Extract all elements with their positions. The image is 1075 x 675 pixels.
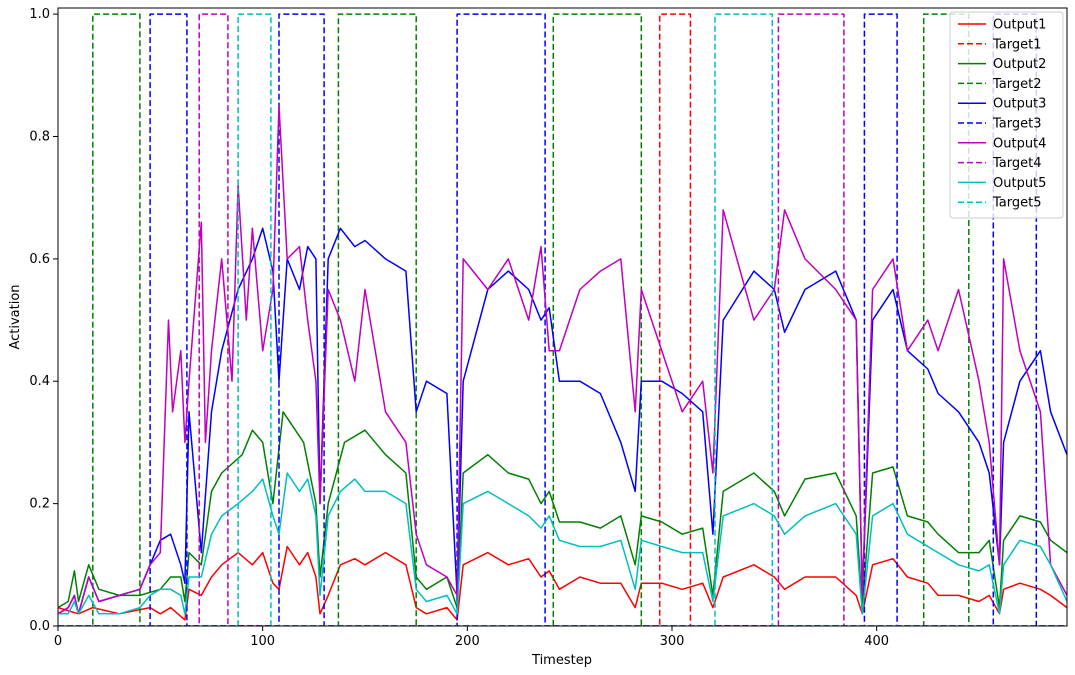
x-tick-label: 300 bbox=[660, 634, 685, 649]
legend-label-output3: Output3 bbox=[993, 97, 1046, 112]
legend-label-target1: Target1 bbox=[992, 37, 1042, 52]
y-tick-label: 0.8 bbox=[29, 129, 50, 144]
legend-label-output1: Output1 bbox=[993, 18, 1046, 33]
legend-label-target3: Target3 bbox=[992, 117, 1042, 132]
legend-label-target4: Target4 bbox=[992, 156, 1042, 171]
x-tick-label: 100 bbox=[250, 634, 275, 649]
x-axis: 0 100 200 300 400 bbox=[54, 626, 889, 649]
series-line-output4 bbox=[58, 105, 1067, 615]
series-line-target2 bbox=[58, 13, 1067, 626]
y-tick-label: 1.0 bbox=[29, 7, 50, 22]
x-axis-label: Timestep bbox=[531, 653, 592, 668]
legend: Output1 Target1 Output2 Target2 Output3 Targe… bbox=[949, 11, 1064, 219]
plot-frame bbox=[57, 7, 1068, 627]
plot-area bbox=[58, 13, 1067, 626]
y-axis-label: Activation bbox=[8, 284, 23, 349]
y-tick-label: 0.4 bbox=[29, 374, 50, 389]
legend-label-output4: Output4 bbox=[993, 136, 1046, 151]
y-tick-label: 0.0 bbox=[29, 619, 50, 634]
legend-label-output2: Output2 bbox=[993, 57, 1046, 72]
y-tick-label: 0.2 bbox=[29, 497, 50, 512]
x-tick-label: 400 bbox=[864, 634, 889, 649]
legend-label-output5: Output5 bbox=[993, 176, 1046, 191]
series-line-target5 bbox=[58, 13, 1067, 626]
y-axis: 0.0 0.2 0.4 0.6 0.8 1.0 bbox=[29, 7, 58, 634]
legend-label-target5: Target5 bbox=[992, 196, 1042, 211]
x-tick-label: 0 bbox=[54, 634, 62, 649]
series-line-target1 bbox=[58, 13, 1067, 626]
series-line-output1 bbox=[58, 545, 1067, 621]
series-line-target3 bbox=[58, 13, 1067, 626]
legend-label-target2: Target2 bbox=[992, 77, 1042, 92]
series-line-output5 bbox=[58, 472, 1067, 615]
x-tick-label: 200 bbox=[455, 634, 480, 649]
y-tick-label: 0.6 bbox=[29, 252, 50, 267]
series-line-target4 bbox=[58, 13, 1067, 626]
